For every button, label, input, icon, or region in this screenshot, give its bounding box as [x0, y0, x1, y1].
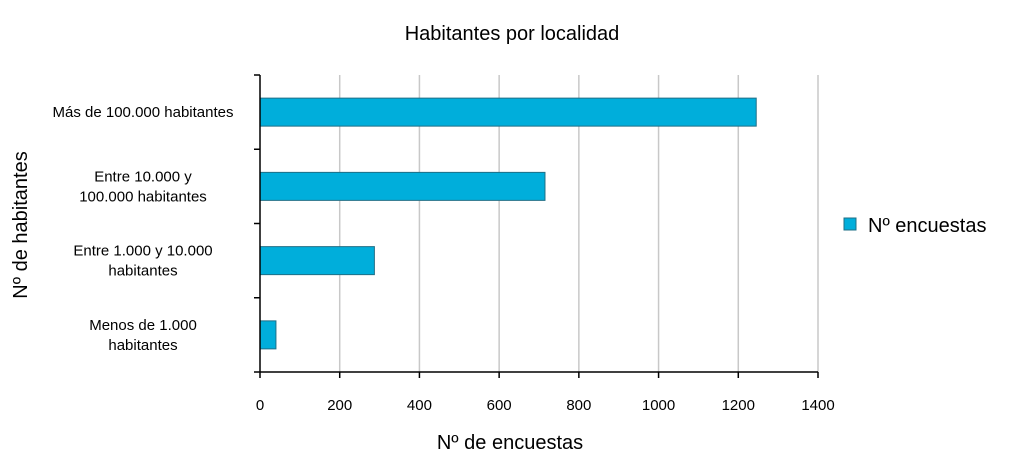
bar	[259, 97, 757, 127]
chart-title: Habitantes por localidad	[405, 23, 620, 45]
axes	[254, 74, 819, 378]
y-tick-label: Más de 100.000 habitantes	[53, 104, 234, 121]
y-tick-label: Entre 1.000 y 10.000 habitantes	[73, 243, 212, 280]
y-axis-title: Nº de habitantes	[10, 151, 32, 298]
x-tick-label: 800	[566, 397, 591, 414]
x-tick-label: 400	[407, 397, 432, 414]
y-tick-label: Entre 10.000 y 100.000 habitantes	[79, 168, 207, 205]
legend-swatch	[843, 217, 857, 231]
y-tick-label: Menos de 1.000 habitantes	[89, 317, 197, 354]
x-tick-label: 600	[487, 397, 512, 414]
x-tick-label: 1400	[801, 397, 834, 414]
x-tick-label: 1000	[642, 397, 675, 414]
legend: Nº encuestas	[843, 215, 986, 237]
x-tick-labels: 0 200 400 600 800 1000 1200 1400	[256, 397, 835, 414]
x-axis-title: Nº de encuestas	[437, 432, 583, 454]
x-tick-label: 0	[256, 397, 264, 414]
bar	[259, 171, 546, 201]
legend-label: Nº encuestas	[868, 215, 986, 237]
x-tick-label: 1200	[722, 397, 755, 414]
bar	[259, 246, 375, 276]
x-tick-label: 200	[327, 397, 352, 414]
bars	[259, 97, 757, 350]
bar	[259, 320, 277, 350]
